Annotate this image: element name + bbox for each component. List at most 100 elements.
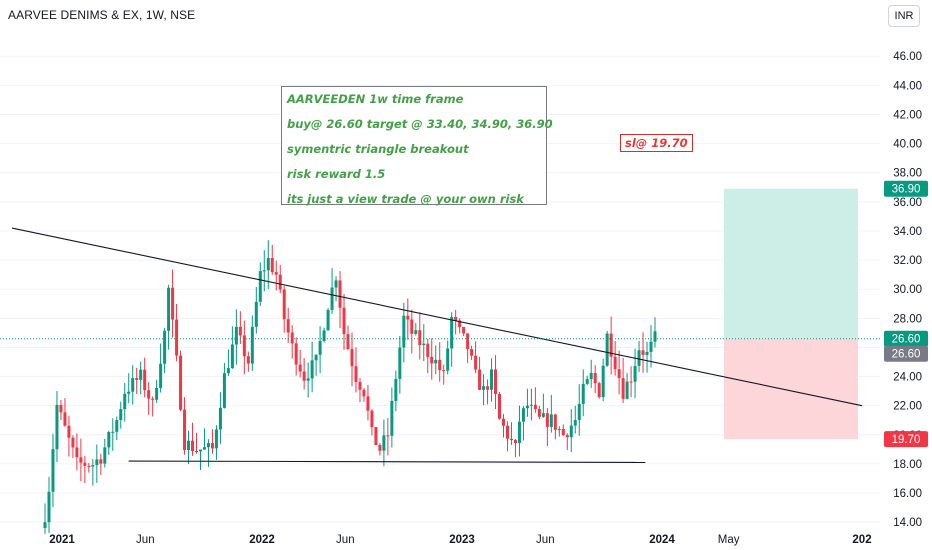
candle-body	[258, 271, 262, 302]
candle-body	[326, 309, 330, 331]
candle-body	[478, 369, 482, 390]
candle-body	[330, 287, 334, 310]
candle-body	[525, 405, 529, 409]
candle-body	[414, 330, 418, 334]
y-tick-label: 42.00	[893, 109, 922, 121]
x-tick-label: 2023	[449, 534, 475, 546]
candle-body	[394, 378, 398, 401]
candle-body	[95, 459, 99, 466]
candle-body	[517, 421, 521, 443]
candle-body	[342, 307, 346, 335]
trade-note-box[interactable]: AARVEEDEN 1w time frame buy@ 26.60 targe…	[281, 86, 553, 206]
candle-body	[557, 429, 561, 431]
x-tick-label: Jun	[136, 534, 155, 546]
candle-body	[151, 398, 155, 400]
candle-body	[115, 420, 119, 432]
price-tag: 36.90	[884, 180, 928, 197]
candle-body	[147, 390, 151, 399]
x-tick-label: Jun	[336, 534, 355, 546]
candle-body	[322, 330, 326, 341]
candle-body	[446, 348, 450, 371]
candle-body	[533, 404, 537, 409]
candle-body	[430, 356, 434, 364]
candle-body	[565, 435, 569, 438]
price-tags: 36.90 26.60 26.60 19.70	[884, 180, 928, 448]
candle-body	[498, 394, 502, 419]
chart-title: AARVEE DENIMS & EX, 1W, NSE	[8, 8, 196, 22]
x-tick-label: May	[718, 534, 740, 546]
price-tag-label: 36.90	[892, 184, 921, 196]
y-tick-label: 36.00	[893, 197, 922, 209]
candle-body	[123, 393, 127, 410]
stop-zone	[724, 338, 858, 440]
candle-body	[286, 319, 290, 333]
y-tick-label: 24.00	[893, 372, 922, 384]
candle-body	[230, 344, 234, 369]
candle-body	[585, 379, 589, 384]
y-tick-label: 38.00	[893, 168, 922, 180]
candle-body	[266, 257, 270, 271]
x-tick-label: 2022	[249, 534, 275, 546]
price-tag-bg	[884, 431, 928, 448]
candle-body	[426, 343, 430, 357]
candle-body	[135, 378, 139, 380]
candle-body	[63, 412, 67, 426]
candle-body	[350, 349, 354, 367]
candle-body	[270, 257, 274, 273]
candle-body	[75, 447, 79, 458]
candle-body	[629, 381, 633, 383]
candle-body	[434, 359, 438, 364]
candle-body	[191, 440, 195, 452]
candle-body	[354, 366, 358, 383]
candle-body	[633, 365, 637, 382]
candle-body	[649, 341, 653, 352]
candle-body	[553, 414, 557, 430]
candle-body	[561, 429, 565, 436]
candle-body	[43, 522, 47, 528]
candle-body	[238, 326, 242, 336]
candle-body	[541, 413, 545, 417]
candle-body	[501, 418, 505, 426]
candle-body	[653, 331, 657, 342]
candle-body	[474, 355, 478, 370]
candle-body	[59, 405, 63, 413]
candle-body	[143, 369, 147, 391]
currency-button[interactable]: INR	[888, 5, 920, 27]
candle-body	[374, 427, 378, 446]
candle-body	[119, 409, 123, 421]
candle-body	[103, 447, 107, 464]
candle-body	[242, 335, 246, 357]
candle-body	[613, 356, 617, 370]
candle-body	[442, 370, 446, 372]
candle-body	[521, 408, 525, 422]
candle-body	[577, 403, 581, 421]
trendline-descending	[11, 227, 863, 407]
candle-body	[282, 289, 286, 320]
stoploss-label[interactable]: sl@ 19.70	[620, 134, 693, 152]
candle-body	[246, 356, 250, 364]
candle-body	[262, 270, 266, 272]
time-axis: 2021 Jun 2022 Jun 2023 Jun 2024 May 202	[49, 534, 871, 546]
candle-body	[318, 340, 322, 355]
candle-body	[159, 363, 163, 389]
candle-body	[167, 287, 171, 331]
candle-body	[593, 372, 597, 384]
y-tick-label: 44.00	[893, 80, 922, 92]
candle-body	[155, 388, 159, 400]
candle-body	[370, 410, 374, 428]
y-tick-label: 46.00	[893, 51, 922, 63]
candle-body	[131, 378, 135, 392]
candle-body	[617, 369, 621, 379]
candle-body	[625, 381, 629, 399]
candle-body	[334, 280, 338, 288]
candlesticks	[43, 240, 657, 534]
candle-body	[402, 315, 406, 348]
price-tag-bg	[884, 330, 928, 347]
candle-body	[378, 445, 382, 451]
candle-body	[537, 408, 541, 417]
note-line: its just a view trade @ your own risk	[287, 192, 524, 206]
price-tag-label: 19.70	[892, 434, 921, 446]
candle-body	[382, 435, 386, 451]
price-axis: 46.00 44.00 42.00 40.00 38.00 36.00 34.00 32.00…	[893, 51, 922, 529]
